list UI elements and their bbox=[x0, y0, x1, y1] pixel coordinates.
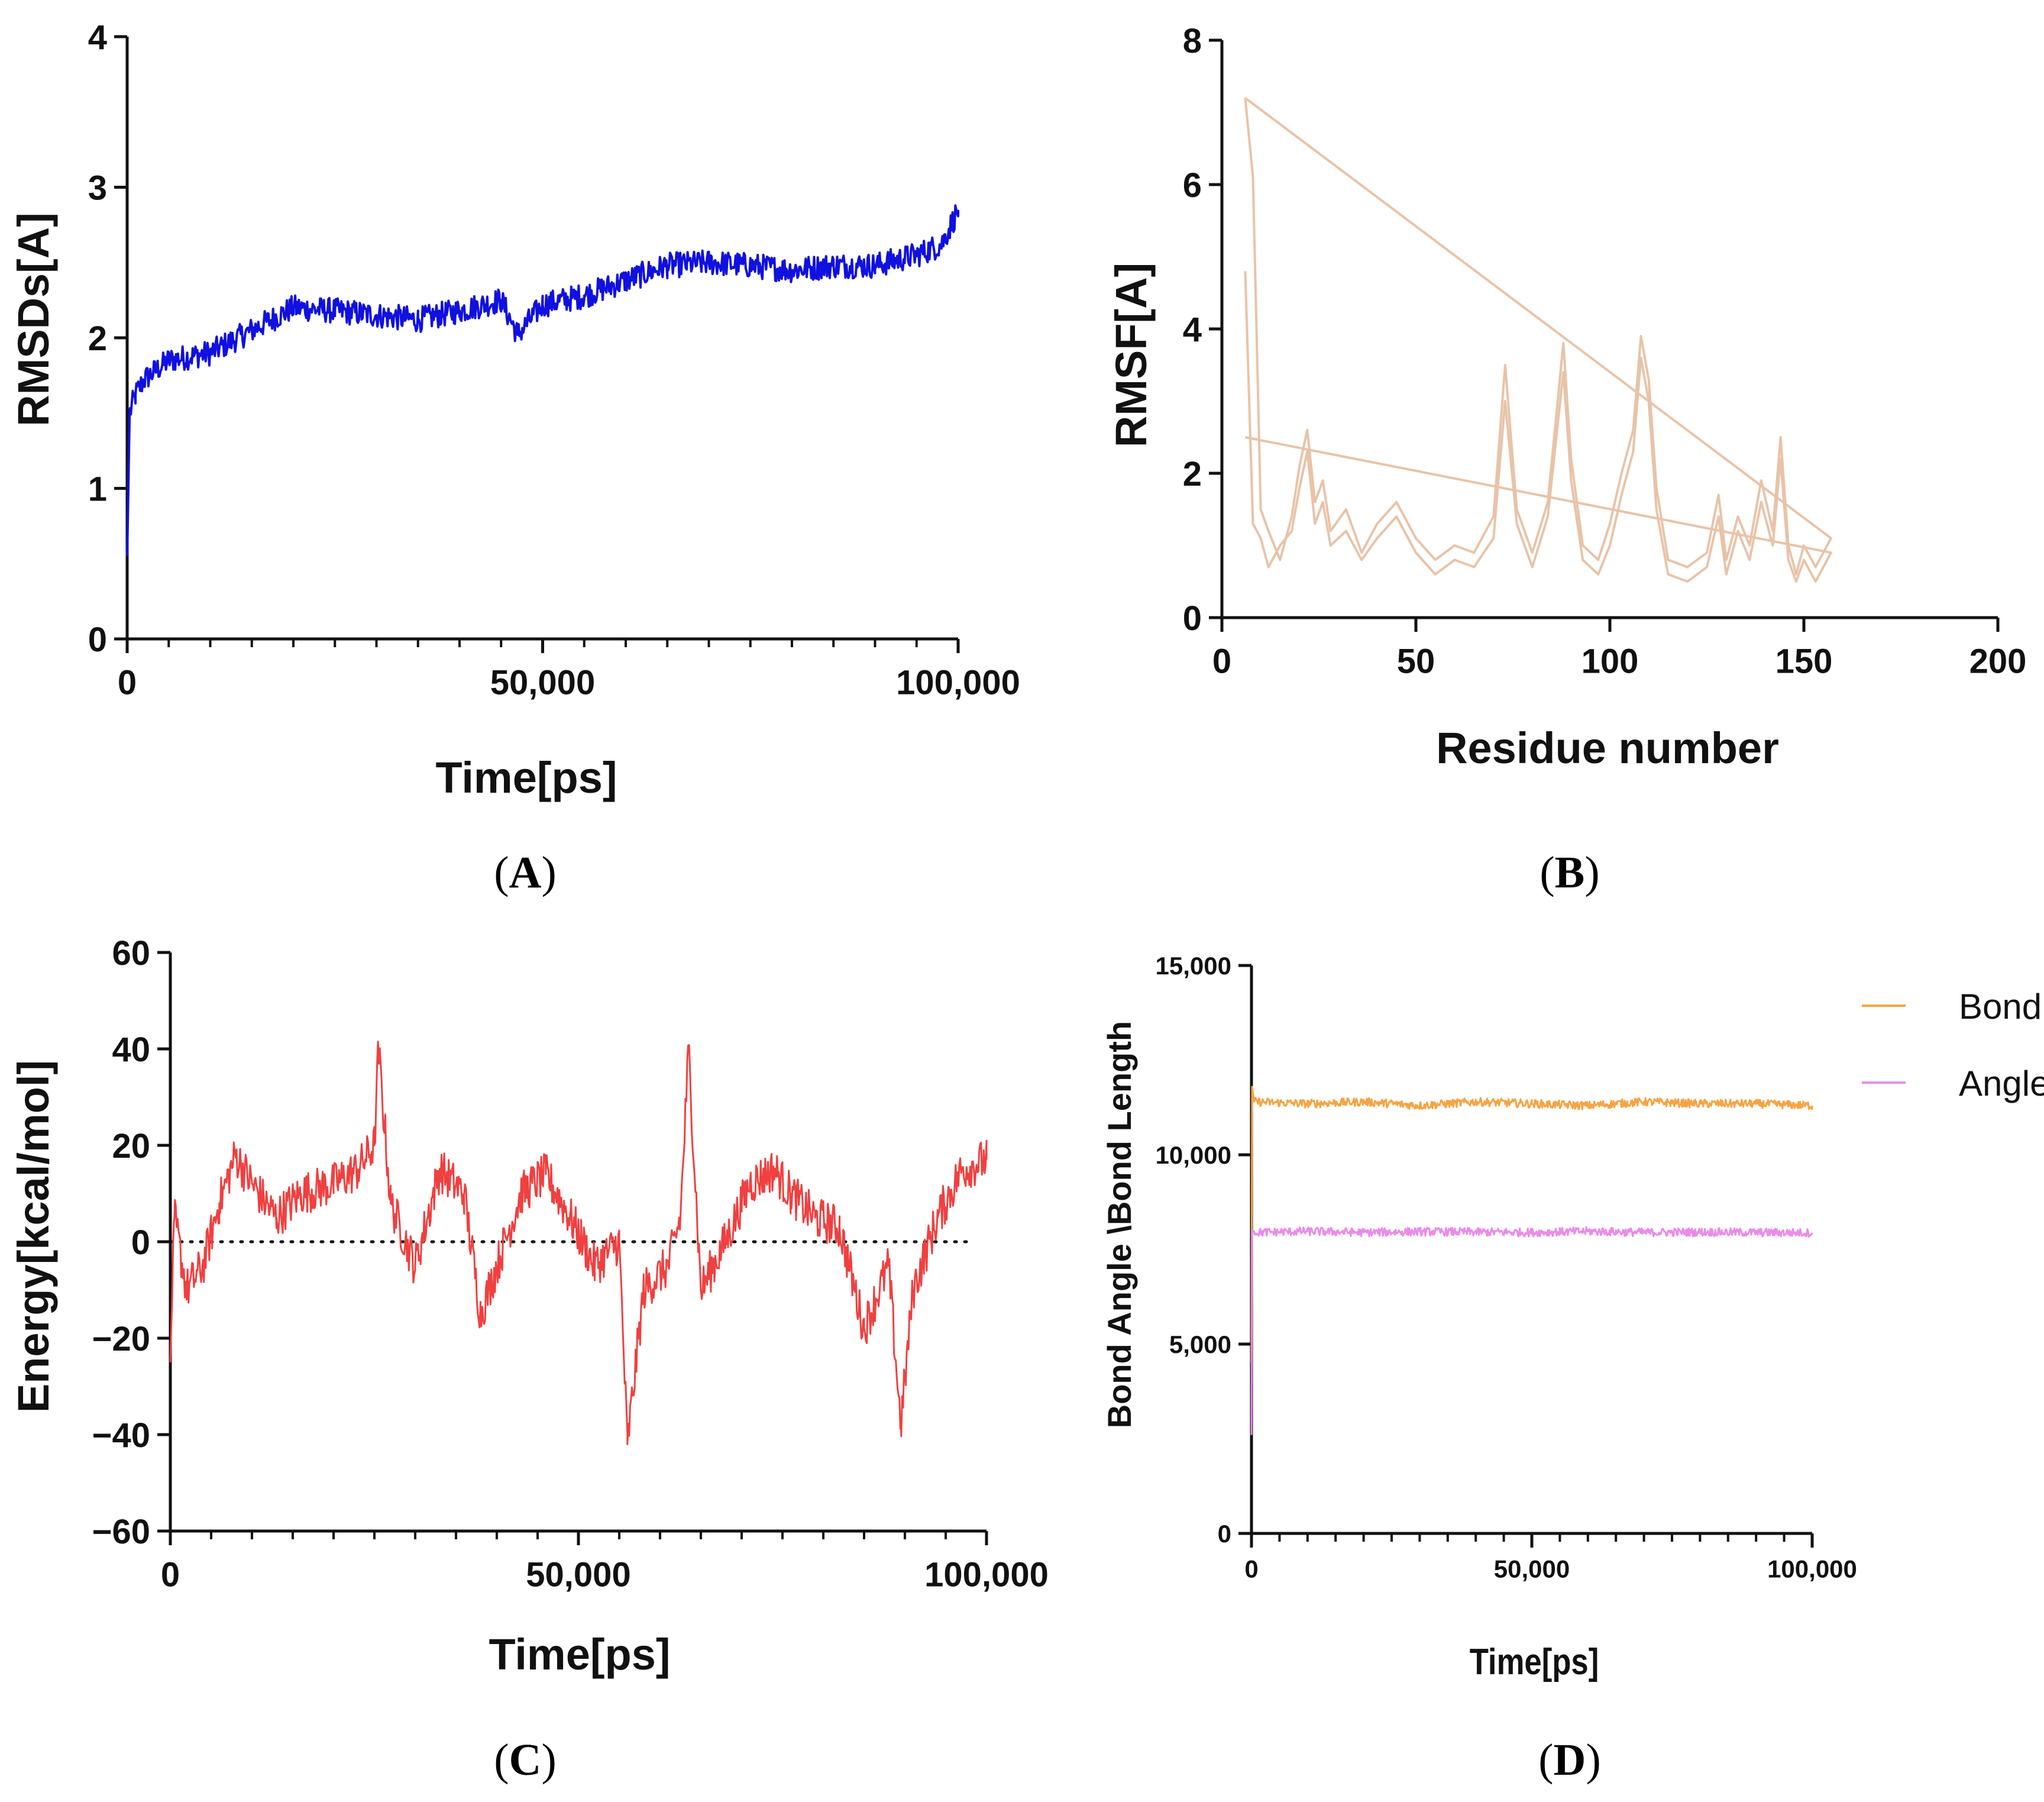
panel-b-x-tick-label: 150 bbox=[1775, 642, 1833, 681]
panel-a-xlabel: Time[ps] bbox=[435, 753, 617, 802]
panel-b-xlabel: Residue number bbox=[1436, 724, 1779, 773]
panel-d-caption-letter: D bbox=[1554, 1735, 1586, 1785]
panel-c-x-tick-label: 50,000 bbox=[526, 1556, 630, 1594]
panel-b-y-tick-label: 4 bbox=[1183, 311, 1202, 349]
legend-label-angle: Angle bbox=[1959, 1064, 2044, 1103]
panel-c-xlabel: Time[ps] bbox=[489, 1630, 670, 1679]
panel-c-series-energy bbox=[169, 1041, 988, 1445]
panel-c-y-tick-label: 40 bbox=[112, 1031, 150, 1069]
legend-label-bond: Bond bbox=[1959, 987, 2042, 1026]
panel-d-y-tick-label: 0 bbox=[1218, 1520, 1231, 1548]
panel-a-y-tick-label: 0 bbox=[88, 621, 107, 659]
panel-a-y-tick-label: 2 bbox=[88, 319, 107, 358]
panel-b-x-tick-label: 200 bbox=[1969, 642, 2027, 681]
panel-a-chart: 0 1 2 3 4 0 50,000 100,000 bbox=[88, 18, 1020, 702]
panel-c-y-tick-label: 0 bbox=[131, 1223, 150, 1262]
panel-b-y-tick-label: 2 bbox=[1183, 455, 1202, 493]
panel-c-ylabel: Energy[kcal/mol] bbox=[9, 1060, 58, 1413]
panel-b-y-tick-label: 8 bbox=[1183, 22, 1202, 60]
panel-a-y-tick-label: 1 bbox=[88, 470, 107, 508]
panel-d-ylabel: Bond Angle \Bond Length bbox=[1101, 1021, 1138, 1428]
panel-c-y-tick-label: 20 bbox=[112, 1127, 150, 1165]
panel-c-y-tick-label: 60 bbox=[112, 934, 150, 973]
panel-a-ylabel: RMSDs[A] bbox=[9, 212, 58, 427]
panel-a-x-tick-label: 0 bbox=[118, 664, 137, 702]
panel-d-y-tick-label: 10,000 bbox=[1156, 1141, 1231, 1169]
panel-b-caption: (B) bbox=[1540, 848, 1599, 897]
panel-c-x-tick-label: 100,000 bbox=[924, 1556, 1049, 1594]
panel-d-x-tick-label: 50,000 bbox=[1494, 1555, 1570, 1583]
panel-b-series-rmsf-run-1 bbox=[1244, 97, 1832, 576]
panel-b-y-tick-label: 0 bbox=[1183, 599, 1202, 638]
panel-d-series-angle bbox=[1250, 1226, 1813, 1435]
panel-b-y-tick-label: 6 bbox=[1183, 166, 1202, 205]
panel-b-x-tick-label: 50 bbox=[1397, 642, 1435, 681]
panel-b-caption-letter: B bbox=[1555, 848, 1585, 897]
panel-d-xlabel: Time[ps] bbox=[1470, 1642, 1599, 1682]
panel-a-caption-letter: A bbox=[509, 848, 542, 897]
panel-b-x-tick-label: 100 bbox=[1581, 642, 1639, 681]
panel-c-y-tick-label: −60 bbox=[92, 1513, 150, 1551]
panel-d-x-tick-label: 0 bbox=[1244, 1555, 1258, 1583]
panel-a-x-tick-label: 50,000 bbox=[490, 664, 595, 702]
panel-a-series-rmsd bbox=[126, 204, 959, 557]
panel-a-x-tick-label: 100,000 bbox=[896, 664, 1020, 702]
panel-c-y-tick-label: −20 bbox=[92, 1320, 150, 1358]
panel-d-legend: Bond Angle bbox=[1862, 987, 2044, 1103]
panel-b-chart: 0 2 4 6 8 0 50 100 150 200 bbox=[1183, 22, 2027, 681]
panel-b-x-tick-label: 0 bbox=[1212, 642, 1231, 681]
panel-d-chart: 0 5,000 10,000 15,000 0 50,000 100,000 bbox=[1156, 952, 1857, 1583]
panel-a-y-tick-label: 3 bbox=[88, 169, 107, 207]
panel-d-x-tick-label: 100,000 bbox=[1767, 1555, 1857, 1583]
panel-a-y-tick-label: 4 bbox=[88, 18, 107, 57]
panel-d-series-bond bbox=[1250, 1086, 1813, 1364]
panel-c-x-tick-label: 0 bbox=[161, 1556, 180, 1594]
panel-d-y-tick-label: 5,000 bbox=[1169, 1330, 1231, 1358]
panel-c-caption: (C) bbox=[494, 1735, 557, 1785]
panel-c-caption-letter: C bbox=[509, 1735, 542, 1785]
panel-a-caption: (A) bbox=[494, 848, 557, 897]
panel-b-series-rmsf-run-2 bbox=[1244, 271, 1832, 583]
panel-c-y-tick-label: −40 bbox=[92, 1416, 150, 1455]
panel-d-caption: (D) bbox=[1538, 1735, 1601, 1785]
panel-c-chart: −60 −40 −20 0 20 40 60 0 50,000 100,000 bbox=[92, 934, 1049, 1594]
panel-b-ylabel: RMSF[A] bbox=[1107, 263, 1156, 447]
panel-d-y-tick-label: 15,000 bbox=[1156, 952, 1231, 980]
